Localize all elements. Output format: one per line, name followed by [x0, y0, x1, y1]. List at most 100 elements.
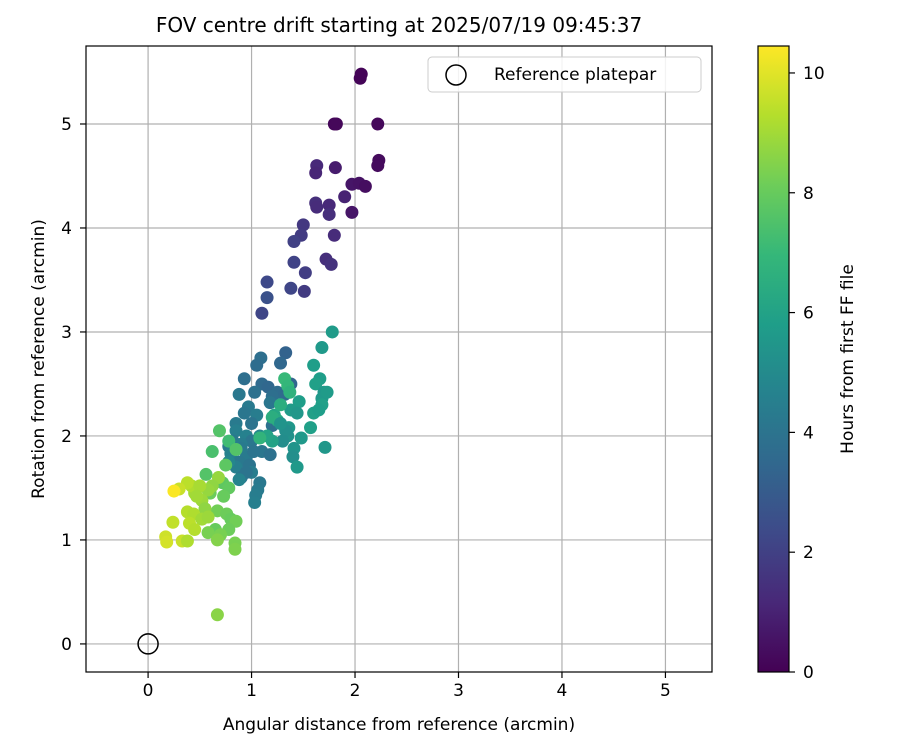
data-point [250, 358, 264, 372]
data-point [296, 218, 310, 232]
data-point [292, 395, 306, 409]
data-point [309, 166, 323, 180]
data-point [245, 416, 259, 430]
colorbar-tick-label: 8 [803, 184, 814, 204]
data-point [166, 515, 180, 529]
x-tick-label: 5 [660, 681, 671, 701]
reference-marker-group [137, 633, 159, 655]
colorbar: 0 2 4 6 8 10 Hours from first FF file [757, 45, 858, 683]
data-point [327, 228, 341, 242]
data-point [160, 535, 174, 549]
data-point [228, 542, 242, 556]
colorbar-ticks: 0 2 4 6 8 10 [789, 64, 825, 683]
data-point [201, 526, 215, 540]
scatter-points [159, 67, 386, 622]
data-point [201, 510, 215, 524]
data-point [329, 117, 343, 131]
data-point [188, 523, 202, 537]
data-point [310, 200, 324, 214]
x-axis-ticks: 0 1 2 3 4 5 [143, 672, 671, 701]
data-point [324, 257, 338, 271]
y-axis-ticks: 0 1 2 3 4 5 [61, 115, 86, 655]
x-tick-label: 1 [246, 681, 257, 701]
colorbar-frame [757, 45, 790, 673]
data-point [309, 377, 323, 391]
data-point [322, 207, 336, 221]
data-point [307, 358, 321, 372]
data-point [312, 403, 326, 417]
data-point [229, 424, 243, 438]
data-point [190, 489, 204, 503]
data-point [283, 385, 297, 399]
data-point [237, 372, 251, 386]
legend-entry-label: Reference platepar [494, 65, 656, 85]
colorbar-tick-label: 0 [803, 663, 814, 683]
data-point [276, 434, 290, 448]
y-tick-label: 3 [61, 323, 72, 343]
data-point [193, 479, 207, 493]
data-point [247, 445, 261, 459]
data-point [287, 255, 301, 269]
data-point [354, 67, 368, 81]
x-tick-label: 4 [557, 681, 568, 701]
data-point [260, 275, 274, 289]
y-tick-label: 5 [61, 115, 72, 135]
data-point [315, 341, 329, 355]
colorbar-tick-label: 2 [803, 543, 814, 563]
data-point [325, 325, 339, 339]
data-point [286, 450, 300, 464]
data-point [212, 424, 226, 438]
x-axis-label: Angular distance from reference (arcmin) [223, 715, 575, 735]
data-point [217, 489, 231, 503]
data-point [260, 291, 274, 305]
data-point [290, 460, 304, 474]
colorbar-tick-label: 10 [803, 64, 825, 84]
reference-platepar-marker [137, 633, 159, 655]
data-point [358, 179, 372, 193]
data-point [167, 484, 181, 498]
y-axis-label: Rotation from reference (arcmin) [29, 219, 49, 499]
data-point [210, 608, 224, 622]
chart-title: FOV centre drift starting at 2025/07/19 … [156, 13, 642, 37]
legend: Reference platepar [427, 56, 702, 93]
data-point [371, 117, 385, 131]
data-point [297, 284, 311, 298]
data-point [219, 458, 233, 472]
data-point [232, 387, 246, 401]
data-point [290, 406, 304, 420]
legend-box [427, 56, 702, 93]
data-point [237, 406, 251, 420]
data-point [232, 473, 246, 487]
data-point [304, 421, 318, 435]
data-point [298, 266, 312, 280]
data-point [274, 398, 288, 412]
colorbar-label: Hours from first FF file [838, 264, 858, 454]
data-point [263, 448, 277, 462]
data-point [263, 396, 277, 410]
data-point [205, 445, 219, 459]
data-point [294, 431, 308, 445]
colorbar-tick-label: 6 [803, 304, 814, 324]
data-point [279, 346, 293, 360]
data-point [322, 198, 336, 212]
data-point [229, 442, 243, 456]
data-point [210, 533, 224, 547]
data-point [253, 431, 267, 445]
x-tick-label: 3 [453, 681, 464, 701]
data-point [345, 205, 359, 219]
plot-frame [85, 45, 713, 673]
data-point [284, 281, 298, 295]
colorbar-gradient [758, 46, 789, 672]
colorbar-tick-label: 4 [803, 423, 814, 443]
data-point [180, 534, 194, 548]
data-point [318, 440, 332, 454]
data-point [248, 496, 262, 510]
y-tick-label: 0 [61, 635, 72, 655]
legend-reference-marker [445, 64, 467, 86]
data-point [287, 234, 301, 248]
data-point [274, 356, 288, 370]
data-point [338, 190, 352, 204]
data-point [371, 159, 385, 173]
